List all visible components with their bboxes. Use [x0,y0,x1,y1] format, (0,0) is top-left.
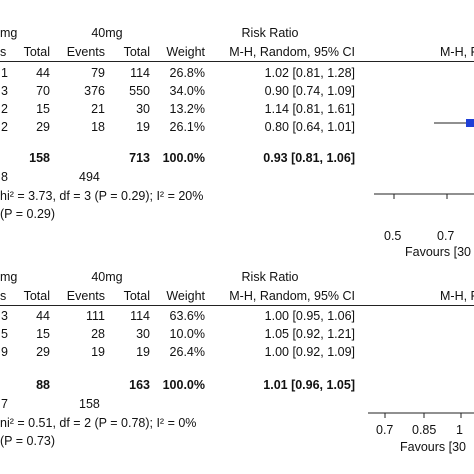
events-1: 5 [1,327,8,341]
weight: 26.1% [169,120,205,134]
total-2: 30 [136,102,150,116]
col-ci: M-H, Random, 95% CI [229,289,355,303]
col-events-1: s [0,45,6,59]
total-events-2: 494 [79,170,100,184]
total-ci: 1.01 [0.96, 1.05] [263,378,355,392]
total-events-1: 8 [1,170,8,184]
events-2: 18 [91,120,105,134]
total-weight: 100.0% [162,378,205,392]
col-events-2: Events [66,45,105,59]
total-2: 30 [136,327,150,341]
events-2: 28 [91,327,105,341]
favours-label: Favours [30 [405,245,472,259]
forest-plot-1 [374,119,474,199]
group-header: 40mg [91,26,123,40]
events-1: 3 [1,309,8,323]
events-1: 9 [1,345,8,359]
total-2: 114 [130,66,150,80]
col-total-1: Total [23,45,50,59]
heterogeneity-text: ni² = 0.51, df = 2 (P = 0.78); I² = 0% [0,416,197,430]
weight: 63.6% [169,309,205,323]
axis-tick-label: 0.7 [376,423,394,437]
col-weight: Weight [166,289,205,303]
total-2: 114 [130,309,150,323]
weight: 13.2% [169,102,205,116]
events-2: 79 [91,66,105,80]
axis-tick-label: 0.7 [437,229,455,243]
left-header-fragment: mg [0,26,18,40]
overall-effect-text: (P = 0.29) [0,207,56,221]
ci: 1.02 [0.81, 1.28] [264,66,355,80]
point-estimate-marker [466,119,474,127]
total-participants-2: 713 [129,151,150,165]
favours-label: Favours [30 [400,440,467,454]
col-total-2: Total [123,45,150,59]
total-weight: 100.0% [162,151,205,165]
axis-tick-label: 1 [456,423,463,437]
total-2: 19 [136,345,150,359]
total-participants-1: 88 [36,378,50,392]
ci: 1.14 [0.81, 1.61] [264,102,355,116]
risk-ratio-header: Risk Ratio [241,270,299,284]
col-ci: M-H, Random, 95% CI [229,45,355,59]
total-1: 44 [36,66,50,80]
total-participants-2: 163 [129,378,150,392]
heterogeneity-text: hi² = 3.73, df = 3 (P = 0.29); I² = 20% [0,189,204,203]
total-events-1: 7 [1,397,8,411]
weight: 10.0% [169,327,205,341]
axis-tick-label: 0.85 [412,423,437,437]
events-1: 2 [1,102,8,116]
ci: 1.05 [0.92, 1.21] [264,327,355,341]
events-2: 111 [85,309,105,323]
header-rule [0,61,474,62]
forest-plot-2 [368,412,474,418]
weight: 26.8% [169,66,205,80]
rr-plot-header: M-H, R [440,289,474,303]
col-total-2: Total [123,289,150,303]
events-1: 2 [1,120,8,134]
ci: 1.00 [0.92, 1.09] [264,345,355,359]
axis-tick-label: 0.5 [384,229,402,243]
col-events-1: s [0,289,6,303]
ci: 1.00 [0.95, 1.06] [264,309,355,323]
total-events-2: 158 [79,397,100,411]
total-1: 29 [36,345,50,359]
group-header: 40mg [91,270,123,284]
total-1: 15 [36,102,50,116]
overall-effect-text: (P = 0.73) [0,434,56,448]
total-2: 19 [136,120,150,134]
events-1: 3 [1,84,8,98]
rr-plot-header: M-H, R [440,45,474,59]
weight: 34.0% [169,84,205,98]
events-2: 376 [84,84,105,98]
left-header-fragment: mg [0,270,18,284]
total-1: 70 [36,84,50,98]
events-2: 19 [91,345,105,359]
events-2: 21 [91,102,105,116]
total-participants-1: 158 [29,151,50,165]
header-rule [0,305,474,306]
total-1: 15 [36,327,50,341]
ci: 0.80 [0.64, 1.01] [264,120,355,134]
events-1: 1 [1,66,8,80]
total-ci: 0.93 [0.81, 1.06] [263,151,355,165]
total-2: 550 [129,84,150,98]
risk-ratio-header: Risk Ratio [241,26,299,40]
col-weight: Weight [166,45,205,59]
col-total-1: Total [23,289,50,303]
col-events-2: Events [66,289,105,303]
total-1: 29 [36,120,50,134]
ci: 0.90 [0.74, 1.09] [264,84,355,98]
weight: 26.4% [169,345,205,359]
total-1: 44 [36,309,50,323]
